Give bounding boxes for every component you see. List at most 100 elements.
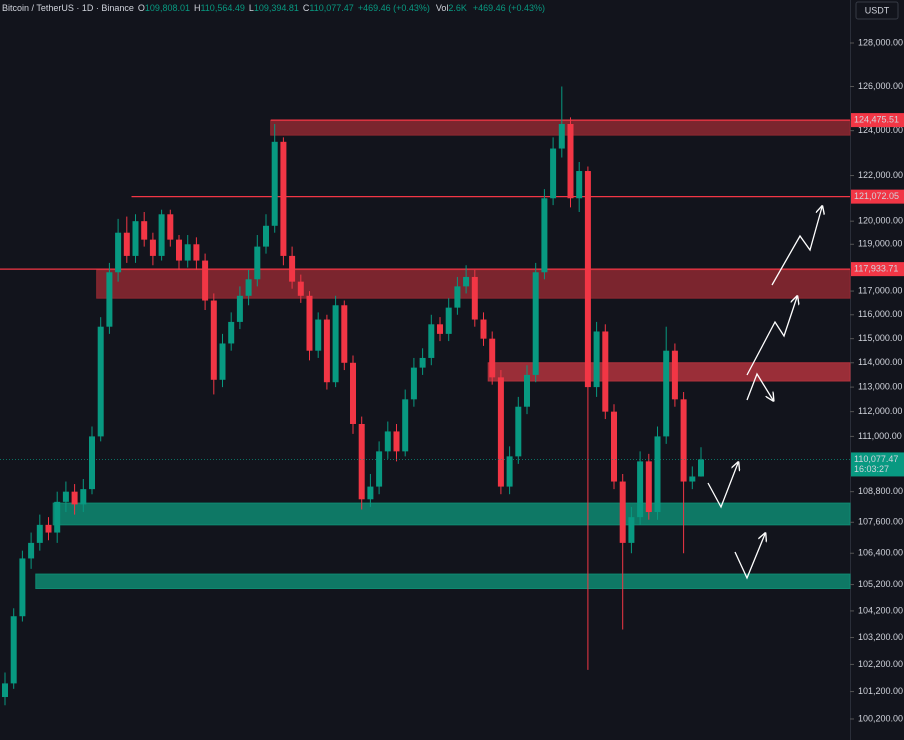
- level-tag: [851, 262, 904, 277]
- candle-body: [532, 272, 539, 375]
- field-value: 110,564.49: [200, 3, 244, 13]
- y-tick-label: 105,200.00: [858, 579, 903, 589]
- candle-body: [306, 295, 313, 351]
- level-label: 121,072.05: [854, 191, 899, 201]
- candle-body: [71, 491, 78, 505]
- candle-body: [106, 272, 113, 327]
- arrow: [734, 534, 765, 580]
- candle-body: [132, 221, 139, 256]
- candle-body: [437, 324, 443, 334]
- y-tick-label: 107,600.00: [858, 517, 903, 527]
- candle-body: [45, 524, 52, 533]
- candle-body: [419, 357, 426, 368]
- y-tick-label: 113,000.00: [858, 381, 902, 391]
- candle-body: [480, 319, 487, 339]
- y-tick-label: 117,000.00: [858, 285, 902, 295]
- legend: Bitcoin / TetherUS · 1D · Binance O109,80…: [2, 3, 545, 13]
- candle-body: [62, 491, 69, 502]
- candle-body: [202, 260, 209, 301]
- candle-body: [471, 276, 478, 320]
- candle-body: [558, 123, 565, 149]
- y-tick-label: 128,000.00: [858, 37, 903, 47]
- candle-body: [654, 436, 661, 513]
- candle-body: [584, 171, 591, 388]
- field-key: O: [138, 3, 145, 13]
- candle-body: [628, 517, 635, 543]
- volume: 2.6K: [448, 3, 467, 13]
- candle-body: [524, 374, 530, 407]
- candle-body: [497, 377, 504, 487]
- candle-body: [445, 307, 452, 334]
- candle-body: [602, 331, 609, 412]
- last-price-tag: [851, 452, 904, 477]
- candle-body: [576, 171, 583, 199]
- candle-body: [54, 501, 61, 533]
- candle-body: [115, 232, 122, 273]
- candle-body: [10, 616, 17, 684]
- candle-body: [228, 321, 235, 344]
- candle-body: [158, 214, 165, 256]
- candle-body: [167, 214, 174, 240]
- candle-body: [332, 305, 339, 383]
- candle-body: [254, 246, 261, 280]
- currency-box[interactable]: [855, 1, 899, 20]
- candle-body: [297, 281, 304, 296]
- candle-body: [236, 295, 243, 322]
- candle-body: [367, 486, 374, 500]
- candle-body: [263, 225, 269, 247]
- candle-body: [2, 683, 8, 698]
- candle-body: [541, 198, 548, 273]
- field-value: 109,808.01: [145, 3, 190, 13]
- candle-body: [619, 481, 626, 543]
- candle-body: [184, 244, 191, 261]
- y-tick-label: 111,000.00: [858, 431, 902, 441]
- candle-body: [393, 431, 400, 452]
- candle-body: [463, 276, 470, 287]
- candle-body: [176, 239, 182, 261]
- y-tick-label: 112,000.00: [858, 406, 902, 416]
- countdown: 16:03:27: [854, 464, 889, 474]
- candle-body: [89, 436, 95, 490]
- volume-change: +469.46 (+0.43%): [473, 3, 545, 13]
- volume-key: Vol: [436, 3, 449, 13]
- candle-body: [384, 431, 391, 452]
- candle-body: [637, 461, 644, 518]
- candle-body: [402, 399, 409, 452]
- y-tick-label: 120,000.00: [858, 216, 903, 226]
- y-tick-label: 104,200.00: [858, 605, 903, 615]
- candle-body: [280, 141, 287, 256]
- candle-body: [550, 148, 557, 199]
- y-tick-label: 122,000.00: [858, 170, 903, 180]
- candle-body: [376, 451, 383, 487]
- drawings: [707, 207, 822, 580]
- level-tag: [851, 113, 904, 128]
- level-label: 117,933.71: [854, 264, 898, 274]
- candle-body: [19, 558, 26, 617]
- arrow: [771, 207, 822, 286]
- candle-body: [271, 141, 278, 226]
- candle-body: [680, 399, 687, 482]
- price-axis: 128,000.00 126,000.00 124,000.00 122,000.00…: [850, 37, 904, 723]
- y-tick-label: 103,200.00: [858, 632, 903, 642]
- candle-body: [149, 239, 156, 256]
- y-tick-label: 100,200.00: [858, 713, 903, 723]
- plot-area: [0, 86, 851, 706]
- candle-body: [671, 350, 678, 400]
- candle-body: [611, 411, 617, 482]
- field-value: 109,394.81: [254, 3, 299, 13]
- candle-body: [80, 489, 87, 505]
- candle-body: [663, 350, 670, 437]
- header-line: Bitcoin / TetherUS · 1D · Binance O109,80…: [2, 3, 545, 13]
- y-tick-label: 114,000.00: [858, 357, 902, 367]
- y-tick-label: 126,000.00: [858, 81, 903, 91]
- arrow: [746, 372, 773, 400]
- candle-body: [289, 255, 296, 282]
- candle-body: [410, 367, 417, 400]
- candle-body: [428, 324, 435, 358]
- field-value: 110,077.47: [309, 3, 353, 13]
- candle-body: [28, 542, 35, 559]
- change: +469.46 (+0.43%): [358, 3, 430, 13]
- candle-body: [593, 331, 600, 388]
- symbol: Bitcoin / TetherUS · 1D · Binance: [2, 3, 134, 13]
